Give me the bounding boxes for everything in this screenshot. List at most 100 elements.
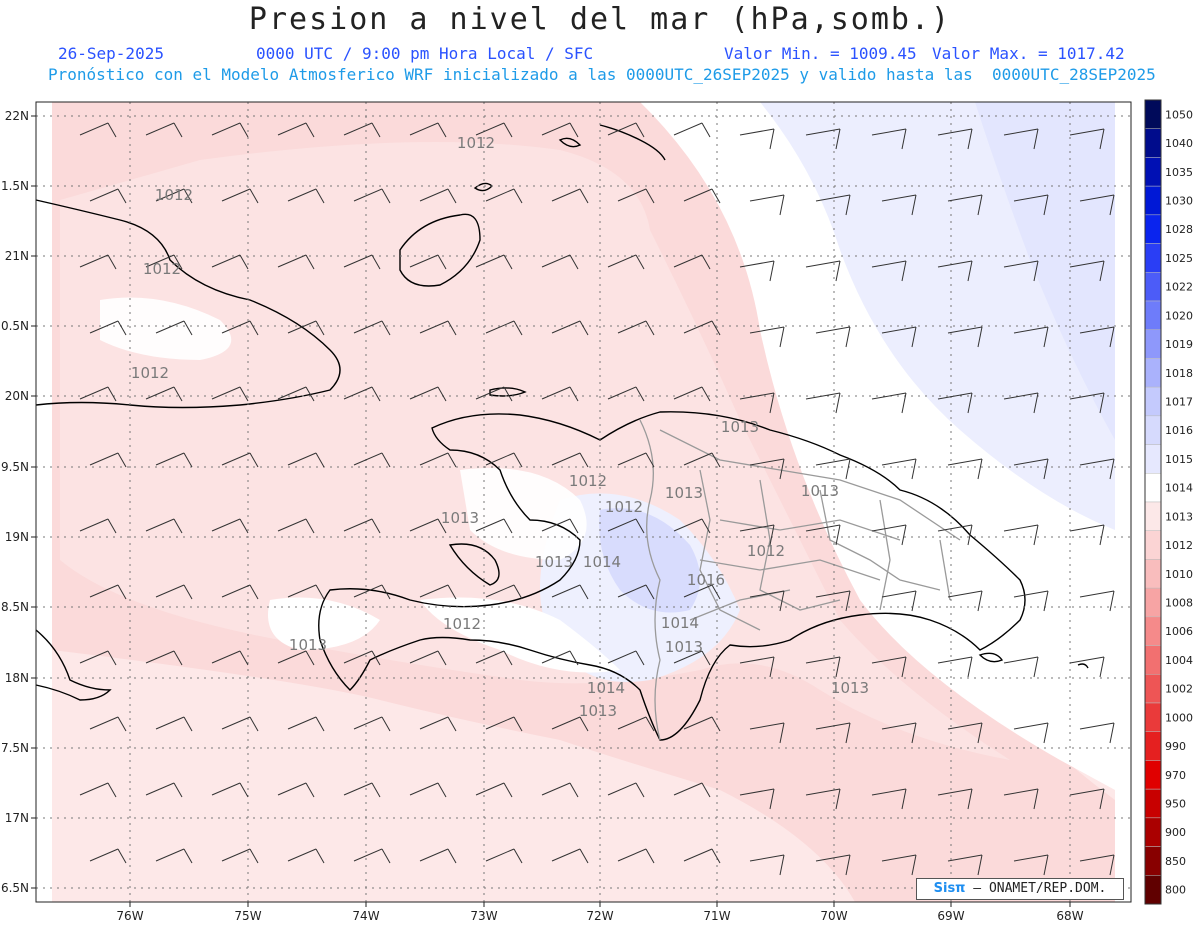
lat-label: 22N [5, 109, 29, 123]
contour-label: 1013 [665, 638, 703, 656]
lat-label: 20N [5, 389, 29, 403]
contour-label: 1013 [721, 418, 759, 436]
wind-barb [145, 254, 183, 270]
wind-barb [353, 452, 391, 468]
wind-barb [673, 386, 711, 402]
wind-barb [815, 326, 851, 348]
contour-label: 1014 [587, 679, 625, 697]
wind-barb [749, 590, 785, 612]
colorbar-swatch [1144, 846, 1162, 876]
wind-barb [1013, 458, 1049, 480]
lat-label: 17N [5, 811, 29, 825]
colorbar-swatch [1144, 587, 1162, 618]
wind-barb [475, 650, 513, 666]
lat-label: 21N [5, 249, 29, 263]
lat-label: 9.5N [1, 460, 29, 474]
wind-barb [947, 590, 983, 612]
colorbar-swatch [1144, 501, 1162, 531]
wind-barb [617, 452, 655, 468]
wind-barb [607, 650, 645, 666]
wind-barb [541, 782, 579, 798]
colorbar-label: 1035 [1165, 166, 1193, 179]
contour-label: 1013 [579, 702, 617, 720]
wind-barb [155, 848, 193, 864]
lat-label: 1.5N [1, 179, 29, 193]
wind-barb [287, 584, 325, 600]
contour-label: 1016 [687, 571, 725, 589]
wind-barb [815, 590, 851, 612]
contour-label: 1013 [535, 553, 573, 571]
wind-barb [871, 260, 907, 282]
wind-barb [155, 188, 193, 204]
wind-barb [419, 716, 457, 732]
lon-label: 73W [470, 909, 497, 923]
wind-barb [739, 392, 775, 414]
colorbar-swatch [1144, 128, 1162, 158]
wind-barb [145, 518, 183, 534]
wind-barb [287, 188, 325, 204]
wind-barb [419, 848, 457, 864]
wind-barb [815, 854, 851, 876]
wind-barb [749, 194, 785, 216]
wind-barb [881, 326, 917, 348]
wind-barb [739, 656, 775, 678]
colorbar-label: 1020 [1165, 309, 1193, 322]
wind-barb [617, 188, 655, 204]
colorbar-label: 1015 [1165, 453, 1193, 466]
wind-barb [551, 188, 589, 204]
lat-label: 18N [5, 671, 29, 685]
wind-barb [815, 458, 851, 480]
colorbar-label: 1028 [1165, 223, 1193, 236]
forecast-time: 0000 UTC / 9:00 pm Hora Local / SFC [256, 44, 594, 63]
wind-barb [937, 260, 973, 282]
colorbar-swatch [1144, 674, 1162, 704]
colorbar-swatch [1144, 358, 1162, 388]
wind-barb [673, 254, 711, 270]
colorbar-swatch [1144, 559, 1162, 589]
wind-barb [815, 722, 851, 744]
colorbar-label: 1018 [1165, 367, 1193, 380]
sispi-logo: Sisπ [933, 881, 966, 896]
colorbar-label: 1040 [1165, 137, 1193, 150]
wind-barb [683, 320, 721, 336]
wind-barb [221, 320, 259, 336]
pressure-colorbar: 1050 1040 1035 1030 1028 1025 1022 1020 1019 1018… [1144, 99, 1193, 905]
wind-barb [673, 782, 711, 798]
colorbar-label: 900 [1165, 826, 1186, 839]
wind-barb [1013, 590, 1049, 612]
wind-barb [419, 452, 457, 468]
wind-barb [277, 254, 315, 270]
wind-barb [79, 650, 117, 666]
wind-barb [1079, 722, 1115, 744]
colorbar-label: 1016 [1165, 424, 1193, 437]
wind-barb [815, 194, 851, 216]
wind-barb [805, 260, 841, 282]
wind-barb [1013, 326, 1049, 348]
wind-barb [1079, 458, 1115, 480]
wind-barb [551, 584, 589, 600]
wind-barb [287, 320, 325, 336]
colorbar-label: 1000 [1165, 711, 1193, 724]
wind-barb [551, 848, 589, 864]
lon-label: 69W [937, 909, 964, 923]
colorbar-label: 1050 [1165, 108, 1193, 121]
wind-barb [211, 518, 249, 534]
wind-barb [89, 716, 127, 732]
wind-barb [749, 326, 785, 348]
wind-barb [79, 518, 117, 534]
colorbar-swatch [1144, 386, 1162, 417]
wind-barb [805, 788, 841, 810]
wind-barb [1069, 788, 1105, 810]
wind-barb [1013, 194, 1049, 216]
lat-label: 6.5N [1, 881, 29, 895]
wind-barb [485, 452, 523, 468]
wind-barb [277, 122, 315, 138]
wind-barb [221, 716, 259, 732]
colorbar-label: 1014 [1165, 482, 1193, 495]
wind-barb [343, 518, 381, 534]
wind-barb [221, 848, 259, 864]
wind-barb [683, 584, 721, 600]
wind-barb [211, 650, 249, 666]
wind-barb [541, 254, 579, 270]
wind-barb [211, 254, 249, 270]
